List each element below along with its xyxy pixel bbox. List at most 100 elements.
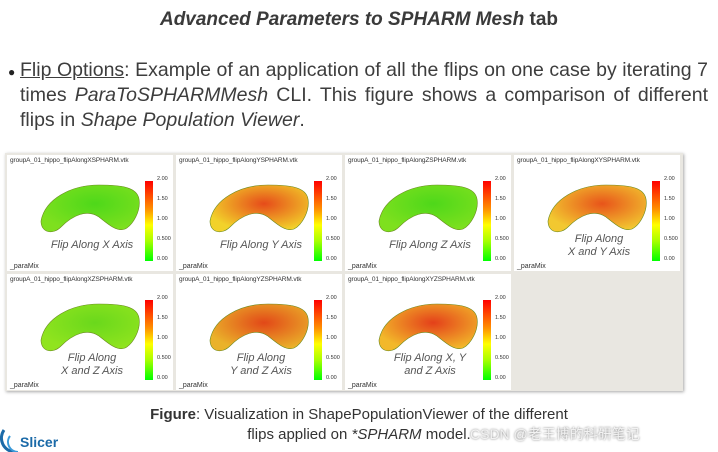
figure-caption: Figure: Visualization in ShapePopulation…	[0, 405, 718, 445]
colorbar-tick: 0.00	[495, 375, 506, 381]
bullet-viewer-name: Shape Population Viewer	[80, 109, 300, 131]
shape-viewer-cell: groupA_01_hippo_flipAlongXYZSPHARM.vtk 2.…	[345, 274, 511, 390]
cell-filename: groupA_01_hippo_flipAlongYZSPHARM.vtk	[179, 276, 302, 283]
colorbar-tick: 2.00	[495, 176, 506, 182]
flip-label: Flip Along Y Axis	[196, 239, 326, 252]
hippocampus-mesh-icon	[378, 303, 478, 352]
caption-text-1: : Visualization in ShapePopulationViewer…	[195, 406, 568, 423]
flip-label-line-2: X and Z Axis	[61, 365, 123, 377]
colorbar	[652, 181, 660, 261]
watermark: CSDN @老王博的科研笔记	[470, 426, 640, 442]
shape-viewer-cell: groupA_01_hippo_flipAlongXZSPHARM.vtk 2.0…	[7, 274, 173, 390]
shape-viewer-cell: groupA_01_hippo_flipAlongXYSPHARM.vtk 2.0…	[514, 155, 680, 271]
colorbar-tick: 1.50	[495, 196, 506, 202]
colorbar-tick: 1.50	[157, 315, 168, 321]
colorbar-tick: 1.00	[157, 216, 168, 222]
colorbar-tick: 0.00	[326, 375, 337, 381]
bullet-text-2: CLI. This figure shows a comparison of d…	[20, 84, 708, 131]
colorbar-tick: 2.00	[326, 176, 337, 182]
flip-label: Flip Along Y and Z Axis	[196, 352, 326, 378]
colorbar-tick: 1.00	[495, 216, 506, 222]
cell-filename: groupA_01_hippo_flipAlongXYZSPHARM.vtk	[348, 276, 475, 283]
flip-label: Flip Along Z Axis	[365, 239, 495, 252]
colorbar-tick: 1.00	[495, 335, 506, 341]
colorbar-tick: 0.500	[326, 236, 340, 242]
cell-footnote: _paraMix	[179, 382, 208, 389]
colorbar-tick: 1.00	[664, 216, 675, 222]
bullet-text: Flip Options: Example of an application …	[20, 58, 708, 133]
cell-filename: groupA_01_hippo_flipAlongXSPHARM.vtk	[10, 157, 129, 164]
colorbar	[145, 181, 153, 261]
hippocampus-mesh-icon	[209, 303, 309, 352]
colorbar-tick: 0.00	[157, 375, 168, 381]
shape-viewer-cell: groupA_01_hippo_flipAlongYZSPHARM.vtk 2.0…	[176, 274, 342, 390]
caption-figure-label: Figure	[150, 406, 196, 423]
bullet-cli-name: ParaToSPHARMMesh	[74, 84, 269, 106]
cell-filename: groupA_01_hippo_flipAlongXYSPHARM.vtk	[517, 157, 640, 164]
flip-label: Flip Along X Axis	[27, 239, 157, 252]
flip-label-line-1: Flip Along	[236, 352, 286, 364]
colorbar-tick: 0.00	[157, 256, 168, 262]
hippocampus-mesh-icon	[209, 184, 309, 233]
colorbar-tick: 1.50	[326, 315, 337, 321]
caption-text-2a: flips applied on	[247, 426, 352, 443]
cell-filename: groupA_01_hippo_flipAlongZSPHARM.vtk	[348, 157, 467, 164]
flip-label-line-1: Flip Along Z Axis	[389, 239, 471, 251]
caption-spharm: *SPHARM	[351, 426, 422, 443]
colorbar-tick: 0.500	[664, 236, 678, 242]
colorbar	[314, 300, 322, 380]
slide-title-main: Advanced Parameters to SPHARM Mesh	[159, 9, 525, 30]
colorbar-tick: 0.00	[495, 256, 506, 262]
cell-filename: groupA_01_hippo_flipAlongYSPHARM.vtk	[179, 157, 298, 164]
flip-label-line-1: Flip Along	[67, 352, 117, 364]
caption-line-1: Figure: Visualization in ShapePopulation…	[0, 405, 718, 425]
colorbar-tick: 0.500	[495, 236, 509, 242]
colorbar-tick: 2.00	[664, 176, 675, 182]
flip-label-line-2: X and Y Axis	[567, 246, 631, 258]
colorbar-tick: 1.50	[664, 196, 675, 202]
bullet-dot-icon: ●	[8, 65, 16, 79]
caption-text-2c: model.	[421, 426, 471, 443]
colorbar-tick: 2.00	[157, 176, 168, 182]
shape-viewer-cell: groupA_01_hippo_flipAlongYSPHARM.vtk 2.00…	[176, 155, 342, 271]
colorbar-tick: 1.00	[326, 216, 337, 222]
caption-line-2: flips applied on *SPHARM model.	[0, 425, 718, 445]
cell-footnote: _paraMix	[10, 263, 39, 270]
bullet-text-1: : Example of an application of all the f…	[20, 59, 708, 106]
cell-footnote: _paraMix	[179, 263, 208, 270]
shape-viewer-cell: groupA_01_hippo_flipAlongZSPHARM.vtk 2.00…	[345, 155, 511, 271]
slide-title: Advanced Parameters to SPHARM Mesh tab	[0, 9, 718, 31]
flip-label: Flip Along X and Z Axis	[27, 352, 157, 378]
cell-footnote: _paraMix	[348, 263, 377, 270]
slicer-logo-text: Slicer	[20, 434, 59, 450]
cell-footnote: _paraMix	[348, 382, 377, 389]
colorbar-tick: 2.00	[157, 295, 168, 301]
colorbar	[314, 181, 322, 261]
colorbar-tick: 0.00	[664, 256, 675, 262]
colorbar	[483, 181, 491, 261]
colorbar-tick: 0.00	[326, 256, 337, 262]
colorbar-tick: 1.50	[326, 196, 337, 202]
flip-label: Flip Along X and Y Axis	[534, 233, 664, 259]
colorbar-tick: 0.500	[157, 355, 171, 361]
hippocampus-mesh-icon	[547, 184, 647, 233]
bullet-lead: Flip Options	[20, 59, 125, 81]
flip-label-line-2: and Z Axis	[404, 365, 456, 377]
colorbar-tick: 1.00	[326, 335, 337, 341]
colorbar-tick: 0.500	[326, 355, 340, 361]
colorbar-tick: 2.00	[326, 295, 337, 301]
hippocampus-mesh-icon	[40, 184, 140, 233]
flip-label-line-1: Flip Along Y Axis	[220, 239, 302, 251]
cell-footnote: _paraMix	[10, 382, 39, 389]
colorbar-tick: 2.00	[495, 295, 506, 301]
colorbar-tick: 1.00	[157, 335, 168, 341]
cell-filename: groupA_01_hippo_flipAlongXZSPHARM.vtk	[10, 276, 133, 283]
colorbar-tick: 1.50	[157, 196, 168, 202]
slide-title-suffix: tab	[524, 9, 559, 30]
bullet-text-3: .	[299, 109, 305, 131]
colorbar-tick: 1.50	[495, 315, 506, 321]
colorbar	[483, 300, 491, 380]
colorbar-tick: 0.500	[495, 355, 509, 361]
flip-label-line-1: Flip Along X, Y	[393, 352, 467, 364]
